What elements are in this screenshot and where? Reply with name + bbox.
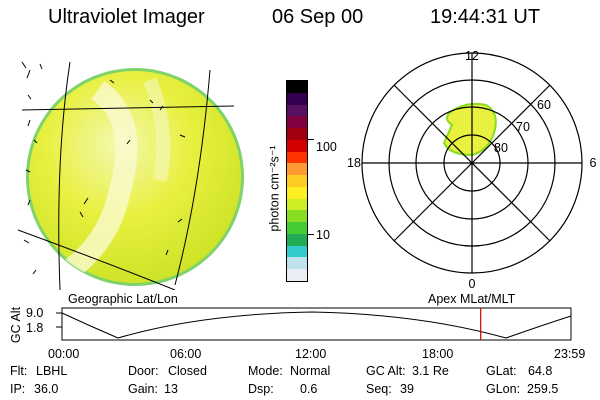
colorbar-tick-label-100: 100 xyxy=(316,140,337,154)
colorbar-segment xyxy=(287,116,307,129)
status-mode-value: Normal xyxy=(290,364,331,378)
status-seq-value: 39 xyxy=(400,382,414,396)
mlat-label-70: 70 xyxy=(516,120,530,134)
timeline-frame xyxy=(61,307,572,341)
colorbar-segment xyxy=(287,210,307,223)
timeline-x-tick-1800: 18:00 xyxy=(422,347,454,361)
timeline-x-tick-0600: 06:00 xyxy=(170,347,202,361)
polar-plot: 12 6 0 18 60 70 80 xyxy=(347,49,597,291)
status-flt-value: LBHL xyxy=(36,364,68,378)
time-label: 19:44:31 UT xyxy=(430,6,541,28)
polar-grid xyxy=(361,52,583,274)
colorbar-segment xyxy=(287,163,307,176)
status-gcalt-label: GC Alt: xyxy=(366,364,406,378)
altitude-curve xyxy=(61,311,572,339)
mlt-label-6: 6 xyxy=(590,156,597,170)
disk-bright-band xyxy=(63,81,138,279)
colorbar-segment xyxy=(287,186,307,199)
colorbar-segment xyxy=(287,198,307,211)
colorbar-segment xyxy=(287,139,307,152)
colorbar-tick-label-10: 10 xyxy=(316,228,330,242)
status-gcalt-value: 3.1 Re xyxy=(412,364,449,378)
timeline-y-tick-1-8: 1.8 xyxy=(26,321,44,335)
colorbar-segment xyxy=(287,257,307,270)
status-glon-value: 259.5 xyxy=(527,382,559,396)
colorbar-segment xyxy=(287,104,307,117)
mlt-label-18: 18 xyxy=(347,156,361,170)
mlt-label-0: 0 xyxy=(469,277,476,291)
status-gain-value: 13 xyxy=(164,382,178,396)
timeline-y-tick-9: 9.0 xyxy=(26,306,44,320)
status-door-label: Door: xyxy=(128,364,159,378)
colorbar-segment xyxy=(287,128,307,140)
colorbar-segment xyxy=(287,245,307,258)
colorbar-segment xyxy=(287,269,307,282)
status-ip-label: IP: xyxy=(10,382,26,396)
status-gain-label: Gain: xyxy=(128,382,158,396)
timeline-x-tick-1200: 12:00 xyxy=(295,347,327,361)
status-ip-value: 36.0 xyxy=(34,382,59,396)
status-glon-label: GLon: xyxy=(486,382,521,396)
timeline-right-caption: Apex MLat/MLT xyxy=(428,292,516,306)
mlt-label-12: 12 xyxy=(465,49,479,63)
colorbar-tick-100 xyxy=(308,139,314,140)
colorbar-segment xyxy=(287,175,307,187)
disk-body xyxy=(29,71,241,283)
status-glat-label: GLat: xyxy=(486,364,517,378)
status-glat-value: 64.8 xyxy=(528,364,553,378)
instrument-title: Ultraviolet Imager xyxy=(48,6,205,28)
timeline-x-tick-2359: 23:59 xyxy=(554,347,586,361)
timeline-left-caption: Geographic Lat/Lon xyxy=(68,292,178,306)
colorbar xyxy=(286,80,308,282)
status-dsp-value: 0.6 xyxy=(300,382,318,396)
status-flt-label: Flt: xyxy=(10,364,28,378)
status-seq-label: Seq: xyxy=(366,382,392,396)
mlat-label-60: 60 xyxy=(537,98,551,112)
status-mode-label: Mode: xyxy=(248,364,283,378)
colorbar-segment xyxy=(287,151,307,164)
geographic-grid xyxy=(17,61,235,290)
mlat-label-80: 80 xyxy=(494,141,508,155)
disk-bright-patch xyxy=(143,77,171,182)
colorbar-segment xyxy=(287,233,307,246)
status-door-value: Closed xyxy=(168,364,207,378)
colorbar-segment xyxy=(287,92,307,105)
coastline-strokes xyxy=(21,61,186,275)
date-label: 06 Sep 00 xyxy=(272,6,364,28)
colorbar-label: photon cm⁻²s⁻¹ xyxy=(267,145,282,232)
colorbar-segment xyxy=(287,222,307,234)
uvi-disk-image xyxy=(17,61,244,290)
colorbar-tick-10 xyxy=(308,234,314,235)
status-dsp-label: Dsp: xyxy=(248,382,274,396)
timeline-x-tick-0000: 00:00 xyxy=(48,347,80,361)
timeline-chart xyxy=(56,307,572,341)
colorbar-segment xyxy=(287,81,307,93)
